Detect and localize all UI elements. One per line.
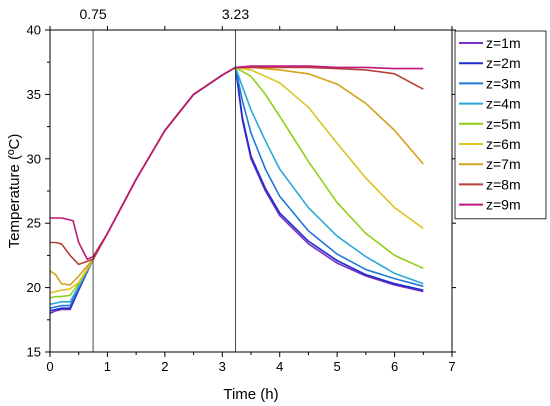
x-tick-label-5: 5 xyxy=(334,359,341,374)
legend-label-1: z=1m xyxy=(486,35,521,51)
legend-label-5: z=5m xyxy=(486,116,521,132)
series-line-5 xyxy=(49,66,424,299)
x-tick-label-4: 4 xyxy=(276,359,283,374)
x-tick-label-3: 3 xyxy=(219,359,226,374)
legend-label-2: z=2m xyxy=(486,55,521,71)
vertical-marker-label-2: 3.23 xyxy=(222,6,249,22)
y-tick-label-5: 40 xyxy=(27,23,41,38)
vertical-marker-label-1: 0.75 xyxy=(79,6,106,22)
series-line-7 xyxy=(49,66,424,286)
y-tick-label-3: 30 xyxy=(27,151,41,166)
y-tick-label-0: 15 xyxy=(27,345,41,360)
y-axis-title: Temperature (ºC) xyxy=(6,134,23,249)
legend-label-9: z=9m xyxy=(486,197,521,213)
x-tick-label-1: 1 xyxy=(104,359,111,374)
legend-label-3: z=3m xyxy=(486,75,521,91)
legend-label-8: z=8m xyxy=(486,176,521,192)
plot-frame xyxy=(49,29,453,353)
series-line-9 xyxy=(50,65,424,261)
y-tick-label-1: 20 xyxy=(27,280,41,295)
plot-area: 0.75 3.23 0 1 2 3 4 5 6 7 15 20 25 30 35 40 xyxy=(27,6,456,374)
legend: z=1m z=2m z=3m z=4m z=5m z=6m z=7m z=8m z=9m xyxy=(454,30,547,220)
x-tick-label-6: 6 xyxy=(391,359,398,374)
x-tick-label-2: 2 xyxy=(161,359,168,374)
series-line-3 xyxy=(49,66,424,309)
x-tick-label-7: 7 xyxy=(448,359,455,374)
y-tick-label-4: 35 xyxy=(27,87,41,102)
x-axis-title: Time (h) xyxy=(223,386,278,403)
legend-label-7: z=7m xyxy=(486,156,521,172)
x-tick-label-0: 0 xyxy=(46,359,53,374)
series-line-6 xyxy=(49,66,424,294)
y-tick-label-2: 25 xyxy=(27,216,41,231)
legend-label-4: z=4m xyxy=(486,96,521,112)
legend-label-6: z=6m xyxy=(486,136,521,152)
series-line-4 xyxy=(49,66,424,306)
